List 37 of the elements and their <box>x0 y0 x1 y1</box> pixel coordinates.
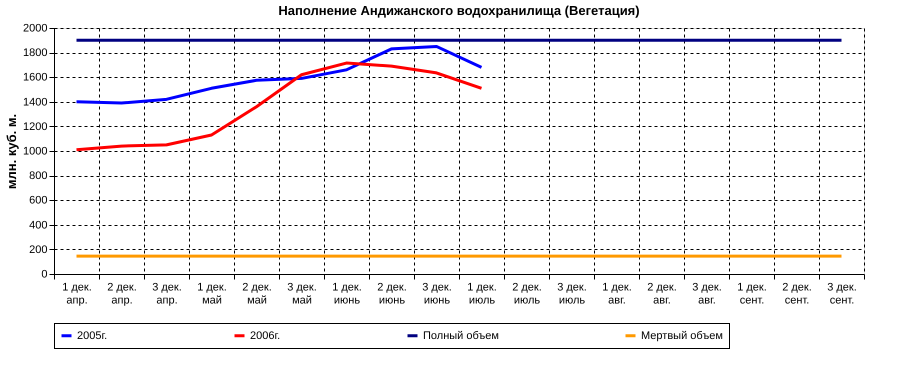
chart-title: Наполнение Андижанского водохранилища (Вегетация) <box>278 3 640 18</box>
x-tick-label: 3 дек. авг. <box>692 282 722 306</box>
x-tick-label: 3 дек. июнь <box>422 282 452 306</box>
x-tick-label: 1 дек. апр. <box>62 282 92 306</box>
legend-label: 2006г. <box>250 330 280 342</box>
x-tick-label: 1 дек. май <box>197 282 227 306</box>
x-tick-label: 2 дек. авг. <box>647 282 677 306</box>
y-tick-label: 1200 <box>23 120 48 133</box>
y-tick-label: 0 <box>41 268 48 280</box>
line-series <box>75 44 483 105</box>
y-tick-label: 2000 <box>23 22 48 34</box>
y-tick-label: 200 <box>29 244 48 256</box>
x-tick-label: 1 дек. авг. <box>602 282 632 306</box>
x-tick-label: 2 дек. май <box>242 282 272 306</box>
x-tick-label: 1 дек. июнь <box>332 282 362 306</box>
x-tick-label: 1 дек. июль <box>467 282 497 306</box>
x-tick-label: 3 дек. апр. <box>152 282 182 306</box>
y-tick-label: 1600 <box>23 72 48 84</box>
y-axis-title: млн. куб. м. <box>4 114 20 190</box>
legend-label: Полный объем <box>423 330 499 342</box>
x-tick-label: 2 дек. апр. <box>107 282 137 306</box>
y-tick-label: 1000 <box>23 146 48 158</box>
y-tick-label: 600 <box>29 194 48 207</box>
y-tick-label: 800 <box>29 170 48 182</box>
x-tick-label: 2 дек. июль <box>512 282 542 306</box>
x-tick-label: 3 дек. июль <box>557 282 587 306</box>
y-tick-label: 400 <box>29 219 48 232</box>
x-tick-label: 1 дек. сент. <box>737 282 767 306</box>
y-tick-label: 1400 <box>23 96 48 108</box>
x-tick-label: 3 дек. сент. <box>827 282 857 306</box>
x-tick-label: 2 дек. сент. <box>782 282 812 306</box>
legend-label: 2005г. <box>77 330 108 342</box>
y-tick-label: 1800 <box>23 47 48 60</box>
x-tick-label: 3 дек. май <box>287 282 317 306</box>
line-series <box>75 62 483 152</box>
legend-label: Мертвый объем <box>641 330 723 342</box>
x-tick-label: 2 дек. июнь <box>377 282 407 306</box>
